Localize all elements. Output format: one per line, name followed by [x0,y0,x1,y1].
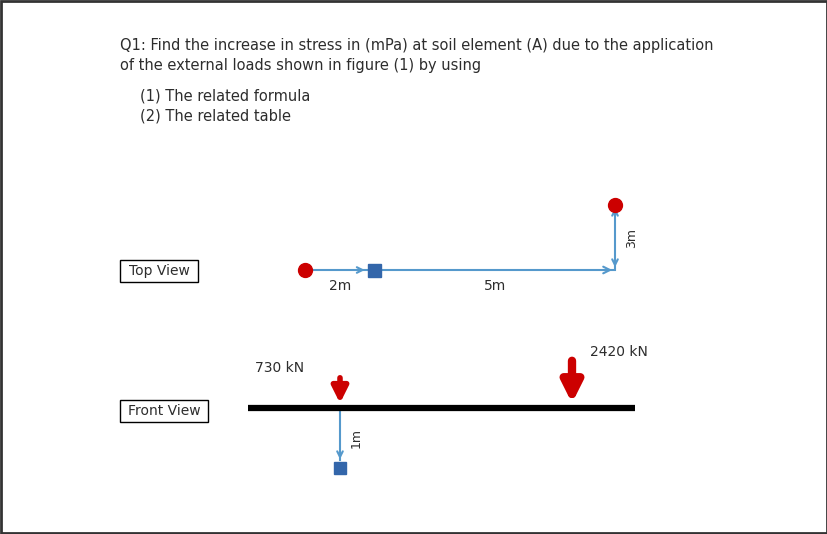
Text: of the external loads shown in figure (1) by using: of the external loads shown in figure (1… [120,58,480,73]
Text: Top View: Top View [128,264,189,278]
Text: 3m: 3m [624,227,638,247]
Bar [333,462,346,474]
Text: 730 kN: 730 kN [255,361,304,375]
Text: (1) The related formula: (1) The related formula [140,88,310,103]
Text: 2420 kN: 2420 kN [590,345,647,359]
Text: 5m: 5m [483,279,505,293]
Text: Q1: Find the increase in stress in (mPa) at soil element (A) due to the applicat: Q1: Find the increase in stress in (mPa)… [120,38,713,53]
Text: 1m: 1m [350,428,362,448]
Text: 2m: 2m [328,279,351,293]
Bar [120,260,198,282]
Bar [368,263,381,277]
Bar [120,400,208,422]
Text: Front View: Front View [127,404,200,418]
Text: (2) The related table: (2) The related table [140,108,290,123]
